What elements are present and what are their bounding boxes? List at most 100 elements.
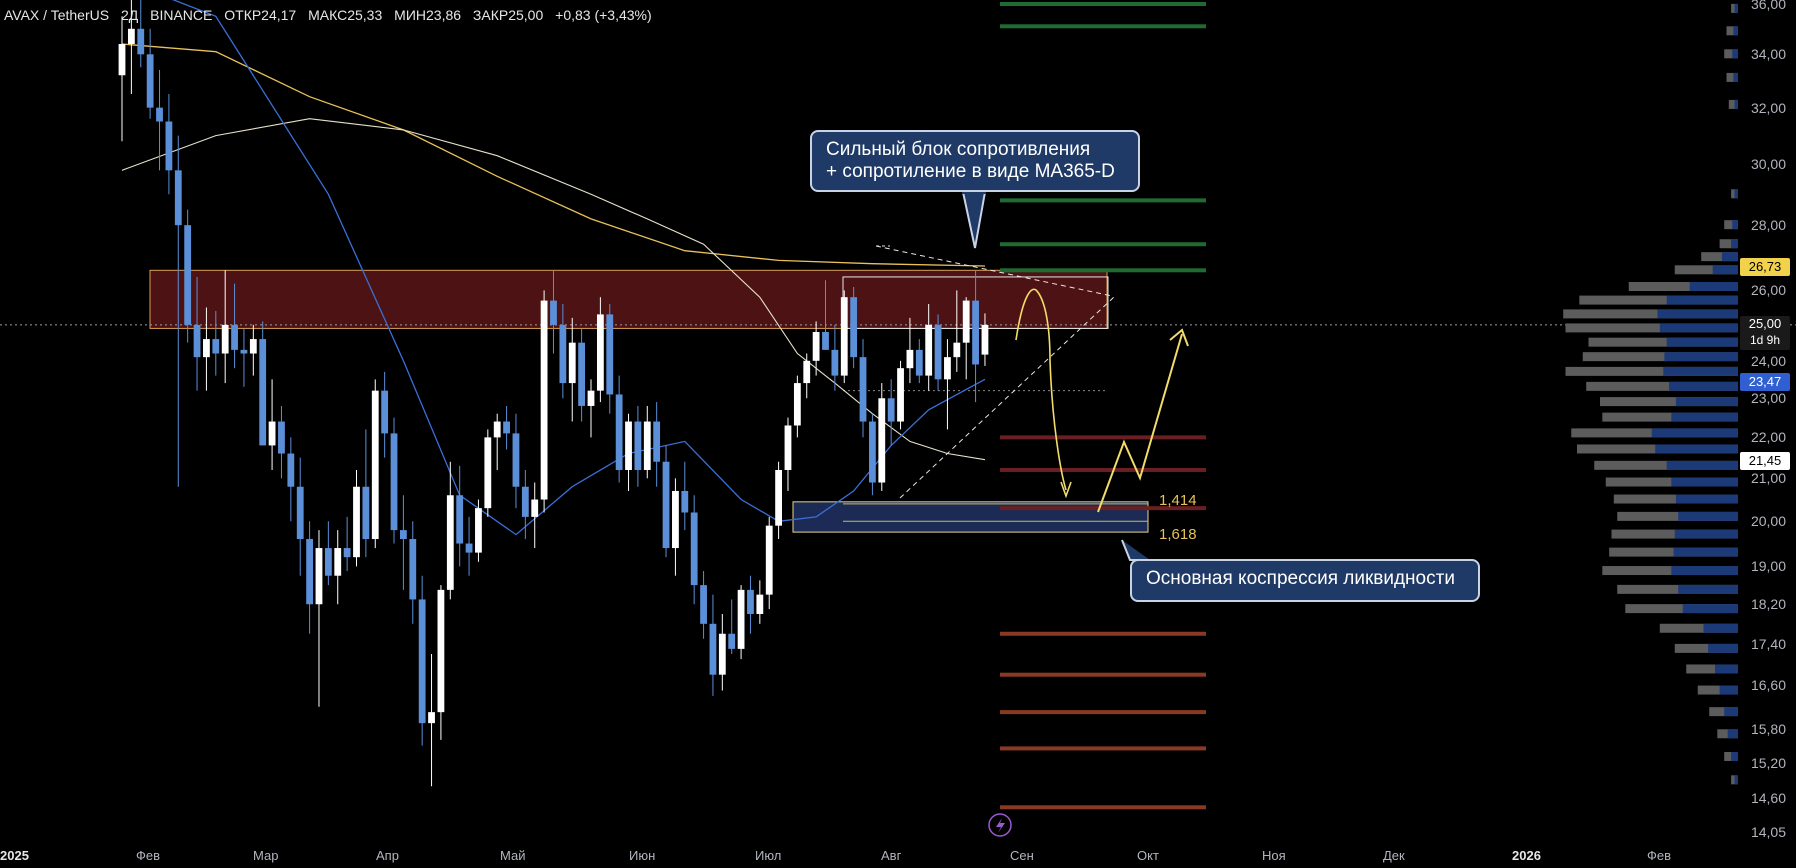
candle[interactable] [784, 425, 792, 470]
candle[interactable] [793, 383, 801, 426]
green-level-line[interactable] [1000, 268, 1206, 273]
candle[interactable] [193, 324, 201, 358]
candle[interactable] [559, 324, 567, 384]
candle[interactable] [925, 324, 933, 376]
candle[interactable] [718, 633, 726, 675]
candle[interactable] [812, 331, 820, 361]
candle[interactable] [418, 599, 426, 724]
candle[interactable] [278, 421, 285, 454]
candle[interactable] [137, 28, 145, 55]
candle[interactable] [962, 300, 970, 343]
candle[interactable] [446, 495, 454, 590]
candle[interactable] [643, 421, 651, 470]
candle[interactable] [296, 486, 304, 540]
candle[interactable] [803, 360, 811, 384]
candle[interactable] [503, 421, 510, 434]
candle[interactable] [493, 421, 501, 438]
symbol-interval[interactable]: 2Д [120, 7, 139, 23]
candle[interactable] [606, 314, 614, 395]
candle[interactable] [343, 548, 351, 558]
candle[interactable] [728, 633, 736, 649]
candle[interactable] [831, 349, 839, 376]
red-level-line[interactable] [1000, 746, 1206, 751]
ma200-line[interactable] [121, 118, 986, 461]
candle[interactable] [212, 339, 220, 354]
green-level-line[interactable] [1000, 24, 1206, 29]
candle[interactable] [184, 225, 192, 325]
candle[interactable] [465, 543, 473, 553]
forecast-down-arrow[interactable] [1015, 288, 1067, 491]
candle[interactable] [662, 461, 670, 549]
candle[interactable] [596, 314, 604, 391]
green-level-line[interactable] [1000, 2, 1206, 6]
candle[interactable] [315, 548, 323, 605]
red-level-line[interactable] [1000, 631, 1206, 636]
candle[interactable] [400, 530, 407, 540]
candle[interactable] [221, 324, 229, 354]
candle[interactable] [287, 453, 295, 487]
candle[interactable] [634, 421, 642, 470]
descending-trendline[interactable] [875, 245, 1113, 297]
forecast-up-path[interactable] [1097, 333, 1183, 513]
candle[interactable] [897, 368, 904, 422]
candle[interactable] [568, 342, 576, 384]
liquidity-callout[interactable]: Основная коспрессия ликвидности [1130, 559, 1480, 602]
candle[interactable] [306, 539, 313, 605]
candle[interactable] [409, 539, 417, 600]
candle[interactable] [690, 512, 698, 586]
candle[interactable] [681, 490, 689, 513]
candle[interactable] [747, 589, 754, 614]
red-level-line[interactable] [1000, 506, 1206, 511]
candle[interactable] [456, 495, 464, 544]
ascending-trendline[interactable] [899, 296, 1115, 499]
candle[interactable] [625, 421, 632, 470]
candle[interactable] [700, 585, 707, 624]
candle[interactable] [550, 300, 557, 325]
candle[interactable] [906, 349, 914, 369]
candle[interactable] [512, 433, 520, 487]
candle[interactable] [878, 398, 886, 483]
red-level-line[interactable] [1000, 435, 1206, 440]
candle[interactable] [203, 339, 210, 358]
candle[interactable] [531, 499, 539, 517]
candle[interactable] [615, 394, 623, 470]
candle[interactable] [353, 486, 360, 558]
candle[interactable] [521, 486, 529, 517]
red-level-line[interactable] [1000, 710, 1206, 715]
candle[interactable] [259, 339, 267, 446]
candle[interactable] [934, 324, 942, 380]
candle[interactable] [390, 433, 398, 531]
candle[interactable] [869, 421, 876, 483]
candle[interactable] [709, 623, 717, 675]
candle[interactable] [887, 398, 895, 422]
red-level-line[interactable] [1000, 467, 1206, 472]
candle[interactable] [174, 170, 182, 226]
candle[interactable] [240, 349, 248, 354]
candle[interactable] [437, 589, 445, 713]
candle[interactable] [484, 437, 492, 509]
candle[interactable] [381, 390, 389, 434]
symbol-name[interactable]: AVAX / TetherUS [4, 7, 110, 23]
candle[interactable] [953, 342, 961, 358]
candle[interactable] [775, 469, 782, 526]
candle[interactable] [944, 357, 951, 380]
candle[interactable] [428, 712, 435, 724]
candle[interactable] [371, 390, 379, 540]
lightning-icon[interactable] [988, 813, 1012, 837]
candle[interactable] [972, 300, 979, 365]
candle[interactable] [765, 525, 773, 595]
candle[interactable] [653, 421, 661, 462]
candle[interactable] [165, 121, 173, 171]
ma365-line[interactable] [121, 43, 986, 267]
candle[interactable] [672, 490, 679, 549]
green-level-line[interactable] [1000, 242, 1206, 247]
green-level-line[interactable] [1000, 198, 1206, 203]
candle[interactable] [587, 390, 595, 406]
candle[interactable] [822, 331, 829, 350]
candle[interactable] [231, 324, 238, 350]
candle[interactable] [362, 486, 370, 540]
red-level-line[interactable] [1000, 672, 1206, 677]
candle[interactable] [850, 297, 858, 358]
candle[interactable] [475, 508, 482, 553]
candle[interactable] [334, 548, 342, 576]
